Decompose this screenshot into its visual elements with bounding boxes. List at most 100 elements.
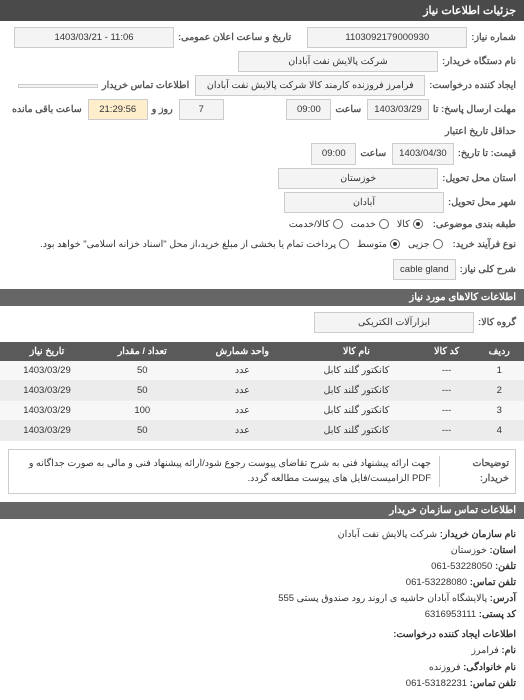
- col-date: تاریخ نیاز: [0, 342, 94, 361]
- address-label: آدرس:: [490, 593, 516, 604]
- items-table: ردیف کد کالا نام کالا واحد شمارش تعداد /…: [0, 342, 524, 441]
- radio-icon: [339, 239, 349, 249]
- validity-end-label: قیمت: تا تاریخ:: [458, 145, 516, 162]
- radio-icon: [413, 219, 423, 229]
- table-cell: 50: [94, 421, 191, 441]
- table-cell: عدد: [191, 361, 295, 381]
- c-province-label: استان:: [489, 545, 516, 556]
- province-label: استان محل تحویل:: [442, 170, 516, 187]
- group-value: ابزارآلات الکتریکی: [314, 312, 474, 333]
- table-row: 2---کانکتور گلند کابلعدد501403/03/29: [0, 381, 524, 401]
- validity-date: 1403/04/30: [392, 143, 454, 164]
- fax-label: تلفن تماس:: [470, 577, 516, 588]
- buyer-name-label: نام دستگاه خریدار:: [442, 53, 516, 70]
- group-label: گروه کالا:: [478, 314, 516, 331]
- province-value: خوزستان: [278, 168, 438, 189]
- contact-info-value: [18, 84, 98, 88]
- days-remaining: 7: [179, 99, 224, 120]
- buyer-note-box: توضیحات خریدار: جهت ارائه پیشنهاد فنی به…: [8, 449, 516, 493]
- public-date-value: 1403/03/21 - 11:06: [14, 27, 174, 48]
- radio-goods-service[interactable]: کالا/خدمت: [289, 216, 343, 233]
- contact-block: نام سازمان خریدار: شرکت پالایش نفت آبادا…: [0, 519, 524, 700]
- table-cell: 100: [94, 401, 191, 421]
- col-qty: تعداد / مقدار: [94, 342, 191, 361]
- remaining-time: 21:29:56: [88, 99, 148, 120]
- org-value: شرکت پالایش نفت آبادان: [338, 529, 438, 540]
- c-province-value: خوزستان: [451, 545, 487, 556]
- col-name: نام کالا: [294, 342, 419, 361]
- deadline-time: 09:00: [286, 99, 331, 120]
- radio-small[interactable]: جزیی: [408, 236, 443, 253]
- keyword-value: cable gland: [393, 259, 456, 280]
- address-value: پالایشگاه آبادان حاشیه ی اروند رود صندوق…: [278, 593, 487, 604]
- col-unit: واحد شمارش: [191, 342, 295, 361]
- radio-goods[interactable]: کالا: [397, 216, 423, 233]
- table-cell: 1403/03/29: [0, 421, 94, 441]
- time-label-2: ساعت: [360, 145, 386, 162]
- table-cell: کانکتور گلند کابل: [294, 361, 419, 381]
- table-cell: 1: [474, 361, 524, 381]
- reg-no-label: شماره نیاز:: [471, 29, 516, 46]
- col-code: کد کالا: [419, 342, 475, 361]
- col-row: ردیف: [474, 342, 524, 361]
- radio-icon: [390, 239, 400, 249]
- process-radio-group: جزیی متوسط پرداخت تمام یا بخشی از مبلغ خ…: [40, 236, 443, 253]
- radio-service[interactable]: خدمت: [351, 216, 389, 233]
- deadline-date: 1403/03/29: [367, 99, 429, 120]
- table-cell: ---: [419, 401, 475, 421]
- contact-header-bar: اطلاعات تماس سازمان خریدار: [0, 502, 524, 519]
- items-header-bar: اطلاعات کالاهای مورد نیاز: [0, 289, 524, 306]
- radio-treasury[interactable]: پرداخت تمام یا بخشی از مبلغ خرید،از محل …: [40, 236, 349, 253]
- form-area: شماره نیاز: 1103092179000930 تاریخ و ساع…: [0, 21, 524, 289]
- org-label: نام سازمان خریدار:: [440, 529, 516, 540]
- table-cell: عدد: [191, 401, 295, 421]
- public-date-label: تاریخ و ساعت اعلان عمومی:: [178, 29, 291, 46]
- phone-label: تلفن:: [495, 561, 516, 572]
- time-label-1: ساعت: [335, 101, 361, 118]
- table-row: 4---کانکتور گلند کابلعدد501403/03/29: [0, 421, 524, 441]
- table-cell: 3: [474, 401, 524, 421]
- table-cell: ---: [419, 421, 475, 441]
- tel-value: 061-53182231: [406, 676, 467, 692]
- table-body: 1---کانکتور گلند کابلعدد501403/03/292---…: [0, 361, 524, 441]
- req-contact-header: اطلاعات ایجاد کننده درخواست:: [8, 627, 516, 643]
- buyer-name-value: شرکت پالایش نفت آبادان: [238, 51, 438, 72]
- validity-label: حداقل تاریخ اعتبار: [445, 123, 516, 140]
- radio-icon: [379, 219, 389, 229]
- table-cell: عدد: [191, 381, 295, 401]
- city-value: آبادان: [284, 192, 444, 213]
- table-cell: ---: [419, 361, 475, 381]
- requester-value: فرامرز فروزنده کارمند کالا شرکت پالایش ن…: [195, 75, 425, 96]
- table-cell: 1403/03/29: [0, 381, 94, 401]
- contact-header: اطلاعات تماس سازمان خریدار: [389, 505, 516, 516]
- subject-radio-group: کالا خدمت کالا/خدمت: [289, 216, 423, 233]
- reg-no-value: 1103092179000930: [307, 27, 467, 48]
- family-value: فروزنده: [429, 662, 461, 673]
- family-label: نام خانوادگی:: [463, 662, 516, 673]
- requester-label: ایجاد کننده درخواست:: [429, 77, 516, 94]
- day-label: روز و: [152, 101, 173, 118]
- table-cell: کانکتور گلند کابل: [294, 401, 419, 421]
- table-cell: ---: [419, 381, 475, 401]
- validity-time: 09:00: [311, 143, 356, 164]
- postcode-label: کد پستی:: [479, 609, 516, 620]
- subject-class-label: طبقه بندی موضوعی:: [433, 216, 516, 233]
- name-label: نام:: [501, 645, 516, 656]
- phone-value: 061-53228050: [431, 559, 492, 575]
- keyword-label: شرح کلی نیاز:: [460, 261, 516, 278]
- radio-icon: [333, 219, 343, 229]
- table-cell: 1403/03/29: [0, 361, 94, 381]
- table-cell: کانکتور گلند کابل: [294, 381, 419, 401]
- fax-value: 061-53228080: [406, 575, 467, 591]
- name-value: فرامرز: [471, 645, 498, 656]
- table-cell: 50: [94, 361, 191, 381]
- process-label: نوع فرآیند خرید:: [453, 236, 516, 253]
- table-cell: 2: [474, 381, 524, 401]
- table-cell: عدد: [191, 421, 295, 441]
- note-text: جهت ارائه پیشنهاد فنی به شرح تقاضای پیوس…: [15, 456, 431, 486]
- contact-info-label: اطلاعات تماس خریدار: [102, 77, 189, 94]
- deadline-label: مهلت ارسال پاسخ: تا: [433, 101, 516, 118]
- table-cell: کانکتور گلند کابل: [294, 421, 419, 441]
- radio-medium[interactable]: متوسط: [357, 236, 400, 253]
- note-label: توضیحات خریدار:: [439, 456, 509, 486]
